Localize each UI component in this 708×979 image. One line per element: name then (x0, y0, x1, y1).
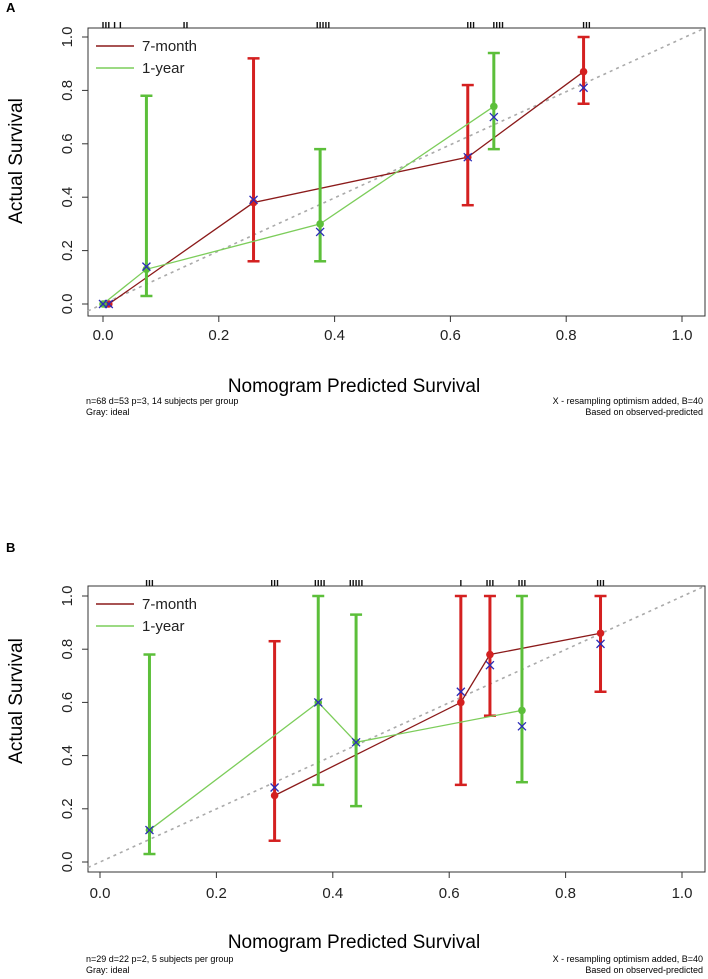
optimism-x-marker (98, 299, 108, 309)
y-tick-label: 0.6 (59, 692, 76, 713)
optimism-x-marker (249, 195, 258, 205)
y-tick-label: 0.0 (59, 294, 76, 315)
data-point (518, 706, 526, 715)
plot-frame (87, 585, 706, 873)
x-tick-label: 0.6 (439, 885, 460, 902)
series-line-1-year (102, 105, 495, 305)
calibration-plot-b: 0.0 0.2 0.4 0.6 0.8 1.0 0.0 0.2 0.4 0.6 0.8 1.0 7-mo… (59, 580, 706, 902)
optimism-x-marker (313, 697, 323, 707)
optimism-x-marker (579, 83, 589, 93)
plot-frame (87, 27, 706, 317)
x-marker-stroke (456, 687, 466, 697)
optimism-x-marker (270, 783, 280, 792)
y-tick-label: 1.0 (59, 27, 76, 48)
x-tick-label: 1.0 (672, 885, 693, 902)
panel-b: B Actual Survival 0.0 0.2 0.4 0.6 0.8 1.0 0.0 0… (0, 540, 708, 979)
x-axis-label: Nomogram Predicted Survival (227, 932, 481, 953)
y-tick-label: 0.4 (59, 187, 76, 208)
y-tick-label: 0.8 (59, 639, 76, 660)
optimism-x-marker (351, 737, 361, 747)
note-right-line: X - resampling optimism added, B=40 (552, 396, 703, 406)
data-point (596, 629, 605, 638)
panel-a: A Actual Survival 0.0 0.2 0.4 0.6 0.8 1.0 0.0 0… (0, 0, 708, 440)
x-marker-stroke (485, 660, 495, 670)
optimism-x-marker (456, 687, 466, 697)
ideal-line (87, 27, 706, 312)
optimism-x-marker (485, 660, 495, 670)
note-left-line: Gray: ideal (86, 965, 130, 975)
data-point (490, 102, 498, 111)
note-right-line: Based on observed-predicted (585, 407, 703, 417)
legend-label: 1-year (142, 618, 185, 635)
note-right-line: Based on observed-predicted (585, 965, 703, 975)
note-left-line: Gray: ideal (86, 407, 130, 417)
y-tick-label: 0.2 (59, 240, 76, 261)
note-left-line: n=29 d=22 p=2, 5 subjects per group (86, 954, 234, 964)
optimism-x-marker (463, 152, 473, 162)
y-tick-label: 0.4 (59, 745, 76, 766)
x-marker-stroke (249, 195, 258, 205)
x-marker-stroke (315, 227, 325, 237)
note-left: n=68 d=53 p=3, 14 subjects per group Gra… (86, 396, 238, 418)
x-marker-stroke (596, 639, 605, 649)
x-marker-stroke (270, 783, 280, 792)
data-point (457, 698, 465, 707)
y-tick-label: 0.8 (59, 80, 76, 101)
series-line-1-year (149, 701, 523, 831)
series-line-7-month (274, 632, 601, 797)
y-tick-label: 1.0 (59, 586, 76, 607)
ideal-line (87, 585, 706, 869)
y-tick-label: 0.2 (59, 798, 76, 819)
y-tick-label: 0.0 (59, 852, 76, 873)
panel-label: B (6, 540, 16, 555)
x-axis-label: Nomogram Predicted Survival (227, 376, 481, 397)
legend-label: 7-month (142, 596, 197, 613)
legend-label: 1-year (142, 60, 185, 77)
optimism-x-marker (489, 112, 499, 122)
x-marker-stroke (579, 83, 589, 93)
data-point (249, 198, 258, 207)
x-tick-label: 0.8 (556, 327, 577, 344)
x-marker-stroke (313, 697, 323, 707)
x-tick-label: 1.0 (672, 327, 693, 344)
note-right: X - resampling optimism added, B=40 Base… (553, 396, 703, 418)
series-line-7-month (108, 71, 584, 305)
data-point (486, 650, 494, 659)
data-point (142, 265, 151, 274)
x-marker-stroke (351, 737, 361, 747)
x-marker-stroke (463, 152, 473, 162)
optimism-x-marker (517, 721, 527, 731)
x-tick-label: 0.8 (555, 885, 576, 902)
x-tick-label: 0.2 (206, 885, 227, 902)
x-tick-label: 0.6 (440, 327, 461, 344)
data-point (316, 220, 324, 228)
data-point (270, 791, 279, 800)
x-tick-label: 0.0 (90, 885, 111, 902)
optimism-x-marker (141, 262, 151, 272)
panel-label: A (6, 0, 16, 15)
data-point (579, 67, 588, 76)
x-marker-stroke (141, 262, 151, 272)
x-tick-label: 0.4 (324, 327, 345, 344)
x-tick-label: 0.0 (93, 327, 114, 344)
y-tick-label: 0.6 (59, 133, 76, 154)
optimism-x-marker (145, 825, 154, 835)
note-left-line: n=68 d=53 p=3, 14 subjects per group (86, 396, 239, 406)
legend-label: 7-month (142, 38, 197, 55)
note-left: n=29 d=22 p=2, 5 subjects per group Gray… (86, 954, 233, 976)
x-marker-stroke (489, 112, 499, 122)
x-marker-stroke (145, 825, 154, 835)
optimism-x-marker (596, 639, 605, 649)
x-marker-stroke (517, 721, 527, 731)
note-right-line: X - resampling optimism added, B=40 (552, 954, 703, 964)
x-tick-label: 0.2 (208, 327, 229, 344)
optimism-x-marker (315, 227, 325, 237)
calibration-plot-a: 0.0 0.2 0.4 0.6 0.8 1.0 0.0 0.2 0.4 0.6 0.8 1.0 7-mo… (59, 22, 706, 344)
x-marker-stroke (98, 299, 108, 309)
note-right: X - resampling optimism added, B=40 Base… (553, 954, 703, 976)
x-tick-label: 0.4 (322, 885, 343, 902)
